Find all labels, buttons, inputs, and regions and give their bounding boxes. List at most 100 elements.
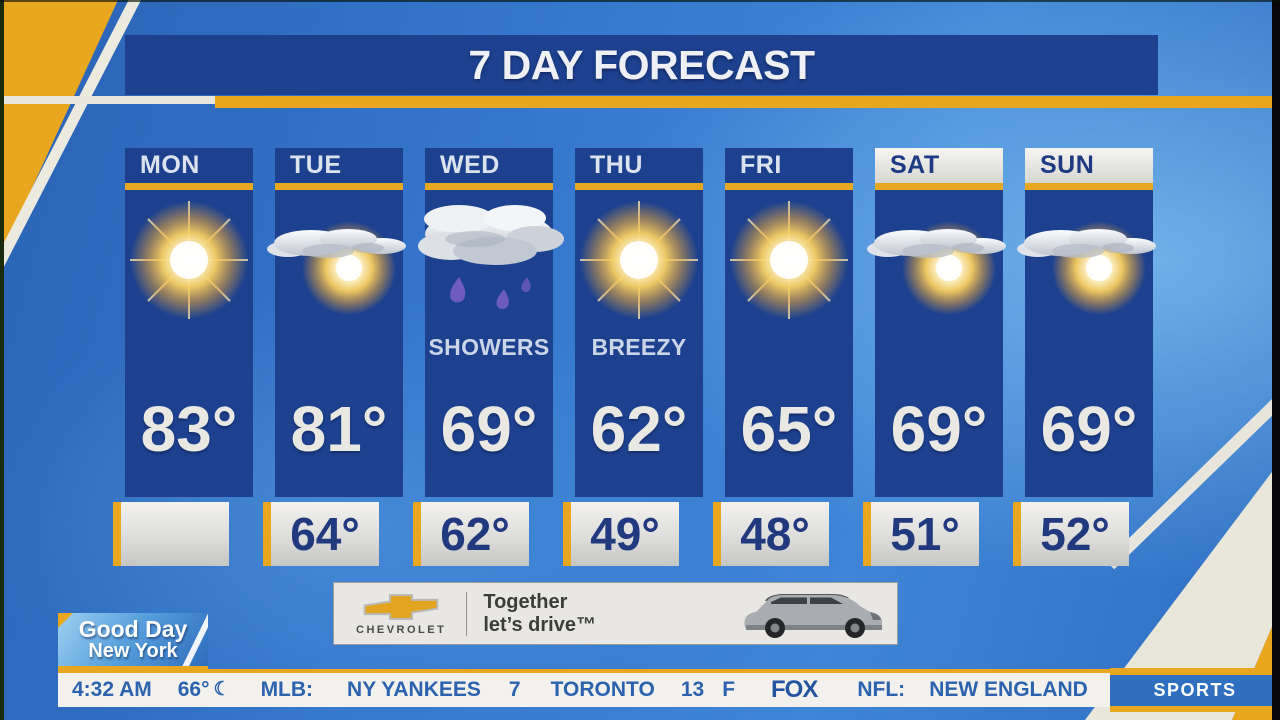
day-label: MON (140, 151, 200, 179)
day-gold-underline (425, 183, 553, 190)
low-temp: 64° (290, 508, 360, 560)
title-bar: 7 DAY FORECAST (125, 35, 1158, 95)
day-body: 81° (267, 190, 406, 497)
day-column-fri: FRI 65° 48° (713, 148, 853, 568)
day-body: 83° (125, 190, 253, 497)
sports-badge: SPORTS (1110, 668, 1280, 712)
low-temp: 51° (890, 508, 960, 560)
title-gold-underline (215, 96, 1280, 108)
ad-divider (466, 591, 468, 636)
nfl-label: NFL: (857, 678, 906, 701)
low-temp-box: 51° (863, 502, 979, 566)
chevrolet-wordmark: CHEVROLET (356, 623, 447, 636)
high-temp: 65° (740, 392, 838, 465)
good-day-new-york-logo: Good Day New York (58, 613, 208, 671)
left-diagonal-decor (0, 0, 142, 275)
day-header: MON (125, 148, 253, 183)
day-body: 69° (867, 190, 1006, 497)
ticker-temp: 66° (177, 678, 210, 701)
day-header: SAT (875, 148, 1003, 183)
showers-icon (418, 190, 564, 330)
nfl-team: NEW ENGLAND (929, 678, 1088, 701)
day-column-sat: SAT 69° 51° (863, 148, 1006, 568)
mlb-team1: NY YANKEES (347, 678, 481, 701)
logo-gold-corner (58, 613, 73, 628)
partly-cloudy-icon (267, 190, 406, 330)
high-temp: 62° (590, 392, 688, 465)
frame-edge-top (0, 0, 1280, 2)
day-body: 65° (725, 190, 853, 497)
high-temp: 69° (1040, 392, 1138, 465)
day-label: WED (440, 151, 500, 179)
condition-label: SHOWERS (428, 333, 550, 360)
day-header: TUE (275, 148, 403, 183)
sunny-icon (125, 190, 253, 330)
low-temp: 49° (590, 508, 660, 560)
day-label: SAT (890, 151, 940, 179)
moon-icon: ☾ (213, 678, 231, 700)
high-temp: 83° (140, 392, 238, 465)
day-column-wed: WED SHOWERS 69° 62° (413, 148, 564, 568)
condition-label: BREEZY (591, 333, 687, 360)
chevrolet-bowtie-icon (363, 593, 439, 620)
partly-cloudy-icon (867, 190, 1006, 330)
frame-edge-right (1272, 0, 1280, 720)
day-header: SUN (1025, 148, 1153, 183)
sports-label: SPORTS (1153, 679, 1237, 700)
partly-cloudy-icon (1017, 190, 1156, 330)
mlb-label: MLB: (260, 678, 314, 701)
day-body: SHOWERS 69° (418, 190, 564, 497)
low-temp-box: 62° (413, 502, 529, 566)
logo-line1: Good Day (78, 615, 188, 642)
day-gold-underline (575, 183, 703, 190)
day-gold-underline (725, 183, 853, 190)
sports-badge-inner: SPORTS (1110, 674, 1280, 706)
day-header: THU (575, 148, 703, 183)
low-temp: 62° (440, 508, 510, 560)
low-temp-box: 52° (1013, 502, 1129, 566)
sunny-icon (725, 190, 853, 330)
fox-logo: FOX (771, 676, 818, 703)
day-gold-underline (275, 183, 403, 190)
low-temp: 48° (740, 508, 810, 560)
day-header: WED (425, 148, 553, 183)
sunny-icon (575, 190, 703, 330)
chevrolet-logo-block: CHEVROLET (356, 592, 446, 636)
low-temp-box (113, 502, 229, 566)
ad-tagline-line2: let’s drive™ (483, 613, 596, 636)
day-column-mon: MON 83° (113, 148, 253, 568)
page-title: 7 DAY FORECAST (468, 41, 815, 88)
day-label: TUE (290, 151, 342, 179)
day-header: FRI (725, 148, 853, 183)
ad-tagline: Together let’s drive™ (483, 591, 596, 636)
day-gold-underline (875, 183, 1003, 190)
day-label: THU (590, 151, 643, 179)
day-gold-underline (1025, 183, 1153, 190)
day-label: FRI (740, 151, 782, 179)
low-temp-box: 48° (713, 502, 829, 566)
mlb-status: F (722, 678, 736, 701)
day-column-tue: TUE 81° 64° (263, 148, 406, 568)
high-temp: 69° (890, 392, 988, 465)
high-temp: 69° (440, 392, 538, 465)
frame-edge-left (0, 0, 4, 720)
low-temp-box: 64° (263, 502, 379, 566)
day-label: SUN (1040, 151, 1095, 179)
logo-line2: New York (88, 639, 178, 662)
mlb-team2: TORONTO (550, 678, 655, 701)
forecast-columns: MON 83° TUE 81° 64° (0, 148, 1280, 578)
day-column-thu: THU BREEZY 62° 49° (563, 148, 703, 568)
low-temp-box: 49° (563, 502, 679, 566)
mlb-score2: 13 (680, 678, 705, 701)
sponsor-ad-banner: CHEVROLET Together let’s drive™ (333, 582, 898, 645)
sports-ticker: 4:32 AM 66° ☾ MLB: NY YANKEES 7 TORONTO … (58, 669, 1133, 707)
mlb-score1: 7 (508, 678, 521, 701)
ad-tagline-line1: Together (483, 591, 568, 614)
day-column-sun: SUN 69° 52° (1013, 148, 1156, 568)
day-gold-underline (125, 183, 253, 190)
high-temp: 81° (290, 392, 388, 465)
low-temp: 52° (1040, 508, 1110, 560)
ticker-time: 4:32 AM (72, 678, 152, 701)
day-body: BREEZY 62° (575, 190, 703, 497)
